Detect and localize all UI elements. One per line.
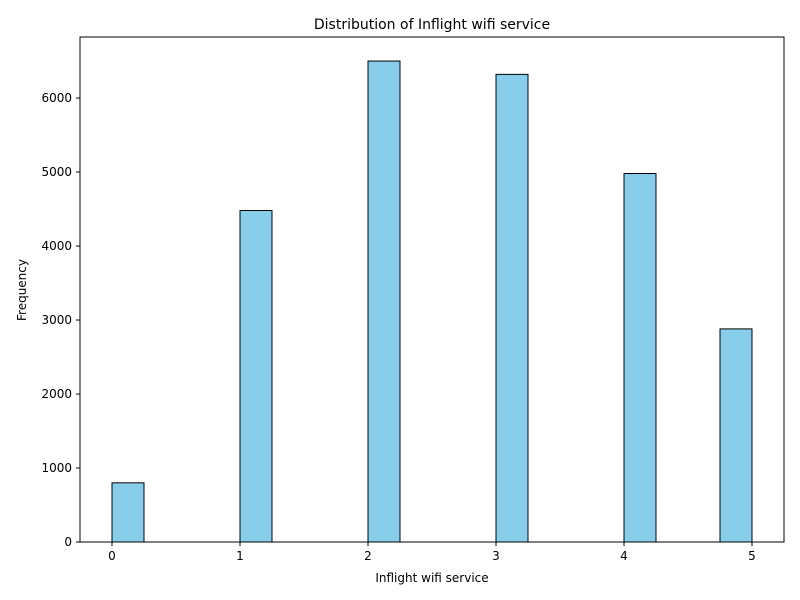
- x-tick-label: 3: [492, 549, 500, 563]
- x-tick-label: 1: [236, 549, 244, 563]
- x-axis-label: Inflight wifi service: [375, 571, 488, 585]
- y-tick-label: 3000: [41, 313, 72, 327]
- y-tick-label: 6000: [41, 91, 72, 105]
- y-tick-label: 1000: [41, 461, 72, 475]
- y-tick-label: 5000: [41, 165, 72, 179]
- chart-title: Distribution of Inflight wifi service: [314, 17, 550, 33]
- x-tick-label: 2: [364, 549, 372, 563]
- axes-frame: [79, 36, 785, 543]
- histogram-bar: [623, 173, 657, 543]
- x-tick-label: 5: [748, 549, 756, 563]
- x-axis: 0 1 2 3 4 5: [108, 542, 756, 563]
- y-axis: 0 1000 2000 3000 4000 5000 6000: [41, 91, 80, 549]
- histogram-bar: [495, 73, 529, 543]
- histogram-bar: [239, 210, 273, 543]
- histogram-bar: [719, 328, 753, 543]
- plot-area: [79, 36, 785, 543]
- histogram-bar: [367, 60, 401, 543]
- histogram-bar: [111, 482, 145, 543]
- y-tick-label: 0: [64, 535, 72, 549]
- y-tick-label: 4000: [41, 239, 72, 253]
- x-tick-label: 4: [620, 549, 628, 563]
- y-tick-label: 2000: [41, 387, 72, 401]
- x-tick-label: 0: [108, 549, 116, 563]
- y-axis-label: Frequency: [15, 259, 29, 321]
